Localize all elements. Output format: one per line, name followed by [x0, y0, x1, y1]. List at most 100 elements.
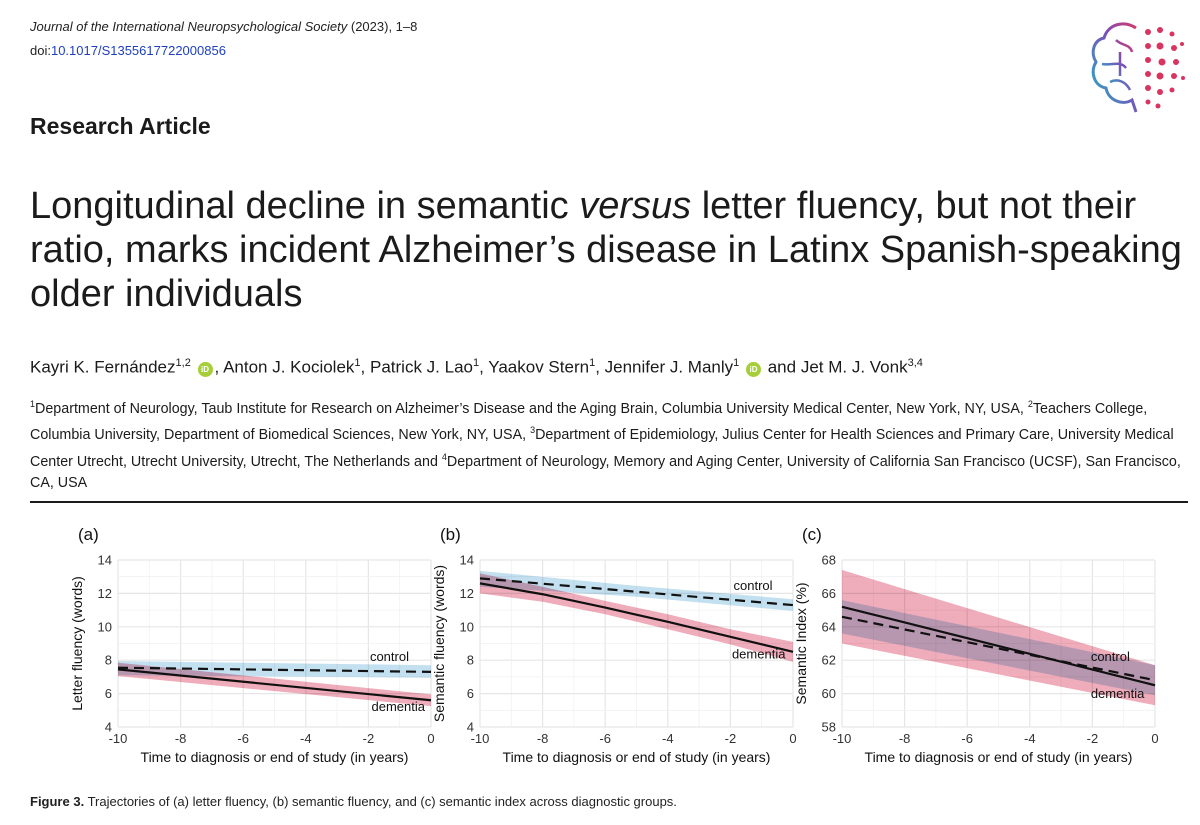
x-tick-label: -2 [1087, 731, 1099, 746]
x-tick-label: -2 [363, 731, 375, 746]
caption-label: Figure 3. [30, 794, 85, 809]
journal-year-pages: (2023), 1–8 [347, 19, 418, 34]
author-separator: and [763, 357, 801, 377]
series-line-dementia [479, 582, 794, 653]
x-tick-label: -4 [1024, 731, 1036, 746]
author-affiliation-sup: 1 [473, 357, 480, 369]
x-tick-label: -10 [471, 731, 490, 746]
affiliation-sup: 4 [441, 451, 447, 462]
author-name: Jennifer J. Manly [604, 357, 734, 377]
author-separator: , [479, 357, 489, 377]
x-tick-label: -2 [725, 731, 737, 746]
y-tick-label: 6 [105, 686, 112, 701]
y-axis-title: Semantic Index (%) [793, 582, 809, 704]
series-label-dementia: dementia [732, 647, 786, 662]
panel-label: (b) [440, 525, 461, 544]
affiliation-text: Department of Epidemiology, Julius Cente… [30, 427, 1174, 470]
x-tick-label: -8 [175, 731, 187, 746]
series-label-control: control [1091, 649, 1130, 664]
y-tick-label: 64 [822, 619, 836, 634]
author-affiliation-sup: 1 [733, 357, 740, 369]
series-line-dementia [841, 605, 1156, 687]
author-name: Yaakov Stern [488, 357, 590, 377]
orcid-icon[interactable]: iD [746, 361, 761, 377]
orcid-icon[interactable]: iD [197, 361, 213, 377]
y-tick-label: 10 [98, 619, 112, 634]
x-tick-label: -10 [833, 731, 852, 746]
article-title: Longitudinal decline in semantic versus … [30, 184, 1190, 316]
x-tick-label: -6 [961, 731, 973, 746]
author-list: Kayri K. Fernández1,2 iD, Anton J. Kocio… [30, 357, 923, 378]
x-tick-label: 0 [427, 731, 434, 746]
x-tick-label: -4 [300, 731, 312, 746]
article-type: Research Article [30, 113, 211, 139]
affiliation-text: Department of Neurology, Taub Institute … [35, 400, 1028, 417]
doi-line: doi:10.1017/S1355617722000856 [30, 43, 226, 58]
author-name: Jet M. J. Vonk [800, 357, 908, 377]
series-label-control: control [370, 649, 409, 664]
y-tick-label: 12 [98, 586, 112, 601]
x-tick-label: -4 [662, 731, 674, 746]
affiliation-sup: 3 [530, 425, 536, 436]
y-tick-label: 14 [460, 553, 474, 568]
figure-caption: Figure 3. Trajectories of (a) letter flu… [30, 794, 677, 809]
journal-logo-icon [1091, 22, 1185, 113]
x-axis-title: Time to diagnosis or end of study (in ye… [865, 749, 1133, 765]
affiliations: 1Department of Neurology, Taub Institute… [30, 394, 1195, 494]
series-label-dementia: dementia [372, 699, 426, 714]
chart-panel-a: (a) control dementia -10 -8 -6 -4 -2 0 4 6 8 10 12 14 T… [69, 525, 435, 765]
y-tick-label: 66 [822, 586, 836, 601]
title-italic: versus [579, 185, 692, 227]
x-tick-label: 0 [789, 731, 796, 746]
journal-citation: Journal of the International Neuropsycho… [30, 19, 417, 34]
x-tick-label: 0 [1151, 731, 1158, 746]
confidence-band-control [480, 570, 793, 611]
y-tick-label: 62 [822, 653, 836, 668]
doi-prefix: doi: [30, 43, 51, 58]
confidence-band-dementia [842, 570, 1155, 706]
chart-panel-c: (c) control dementia -10 -8 -6 -4 -2 0 58 60 62 64 66… [793, 525, 1159, 765]
series-label-control: control [734, 578, 773, 593]
title-part: letter fluency, but not their ratio, mar… [30, 185, 1182, 315]
y-tick-label: 4 [467, 720, 474, 735]
affiliation-text: Department of Neurology, Memory and Agin… [30, 453, 1181, 491]
divider [30, 501, 1188, 503]
y-tick-label: 8 [467, 653, 474, 668]
y-tick-label: 12 [460, 586, 474, 601]
x-axis-title: Time to diagnosis or end of study (in ye… [141, 749, 409, 765]
doi-link[interactable]: 10.1017/S1355617722000856 [50, 43, 226, 58]
author-name: Anton J. Kociolek [223, 357, 355, 377]
y-tick-label: 4 [105, 720, 112, 735]
y-tick-label: 68 [822, 553, 836, 568]
x-tick-label: -10 [109, 731, 128, 746]
author-separator: , [214, 357, 224, 377]
panel-label: (a) [78, 525, 99, 544]
author-affiliation-sup: 1,2 [175, 357, 191, 369]
series-label-dementia: dementia [1091, 686, 1145, 701]
x-axis-title: Time to diagnosis or end of study (in ye… [503, 749, 771, 765]
author-separator: , [360, 357, 370, 377]
affiliation-text: Teachers College, Columbia University, D… [30, 400, 1148, 444]
caption-text: Trajectories of (a) letter fluency, (b) … [87, 794, 677, 809]
confidence-band-dementia [480, 573, 793, 662]
y-tick-label: 8 [105, 653, 112, 668]
series-line-control [479, 577, 794, 607]
title-part: Longitudinal decline in semantic [30, 185, 580, 227]
chart-panel-b: (b) control dementia -10 -8 -6 -4 -2 0 4 6 8 10 12 14 T… [431, 525, 797, 765]
x-tick-label: -8 [899, 731, 911, 746]
author-name: Patrick J. Lao [370, 357, 473, 377]
author-separator: , [595, 357, 605, 377]
panel-label: (c) [802, 525, 822, 544]
author-affiliation-sup: 1 [589, 357, 596, 369]
affiliation-sup: 2 [1027, 399, 1033, 409]
series-line-control [117, 666, 432, 673]
x-tick-label: -6 [599, 731, 611, 746]
journal-name: Journal of the International Neuropsycho… [30, 19, 348, 34]
y-tick-label: 6 [467, 686, 474, 701]
y-tick-label: 60 [822, 686, 836, 701]
author-affiliation-sup: 1 [354, 357, 361, 369]
author-affiliation-sup: 3,4 [907, 357, 923, 369]
series-line-dementia [117, 668, 432, 702]
y-tick-label: 10 [460, 619, 474, 634]
